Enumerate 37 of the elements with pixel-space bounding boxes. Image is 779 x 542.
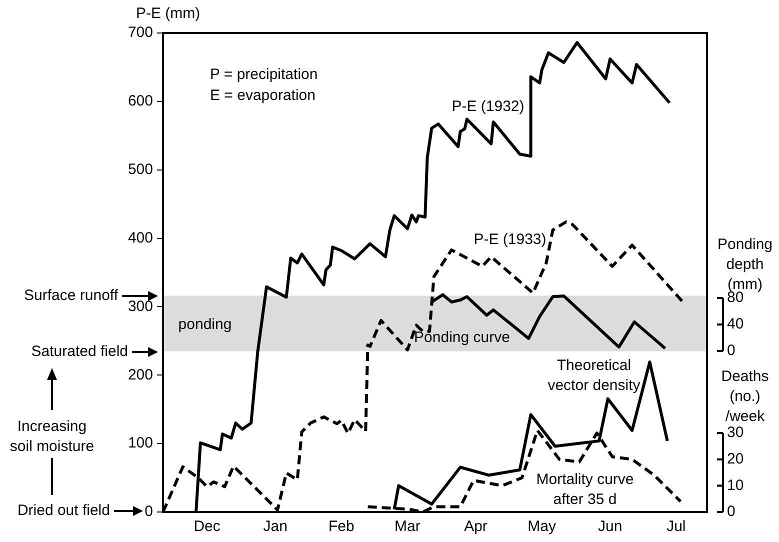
y-tick-label: 0 bbox=[144, 503, 153, 520]
y-tick-label: 400 bbox=[128, 229, 153, 246]
y3-tick-label: 30 bbox=[727, 424, 744, 442]
text: Surface runoff bbox=[24, 286, 118, 306]
y-tick-label: 200 bbox=[128, 366, 153, 384]
y-tick-label: 700 bbox=[128, 24, 153, 42]
y-tick-label: 300 bbox=[128, 298, 153, 315]
text: Increasing soil moisture bbox=[8, 417, 96, 457]
text: Saturated field bbox=[31, 342, 128, 362]
x-tick-label: Jun bbox=[598, 518, 622, 536]
series-label: Mortality curve after 35 d bbox=[535, 470, 635, 510]
y-axis-title: P-E (mm) bbox=[136, 4, 200, 24]
x-tick-label: Jan bbox=[263, 518, 288, 536]
y3-tick-label: 10 bbox=[727, 476, 744, 494]
x-tick-label: Feb bbox=[328, 518, 354, 536]
x-tick-label: Mar bbox=[394, 518, 420, 536]
x-tick-label: Apr bbox=[464, 518, 488, 536]
y-tick-label: 100 bbox=[128, 434, 153, 452]
y3-tick-label: 0 bbox=[727, 503, 736, 520]
x-tick-label: May bbox=[528, 518, 556, 536]
y3-axis-title: Deaths (no.) /week bbox=[720, 367, 770, 426]
series-label: Theoretical vector density bbox=[546, 356, 642, 396]
y2-axis-title: Ponding depth (mm) bbox=[716, 235, 774, 293]
series-label: P-E (1932) bbox=[452, 97, 524, 117]
y2-tick-label: 0 bbox=[727, 342, 736, 360]
annotation: E = evaporation bbox=[210, 86, 316, 106]
series-label: Ponding curve bbox=[414, 328, 510, 348]
x-tick-label: Dec bbox=[194, 518, 221, 536]
x-tick-label: Jul bbox=[666, 518, 686, 536]
annotation: P = precipitation bbox=[210, 65, 318, 85]
series-label: P-E (1933) bbox=[474, 230, 546, 250]
text: Dried out field bbox=[17, 501, 110, 521]
y2-tick-label: 40 bbox=[727, 316, 744, 333]
band-label: ponding bbox=[178, 315, 232, 335]
y-tick-label: 600 bbox=[128, 92, 153, 110]
y3-tick-label: 20 bbox=[727, 450, 744, 468]
y-tick-label: 500 bbox=[128, 161, 153, 178]
